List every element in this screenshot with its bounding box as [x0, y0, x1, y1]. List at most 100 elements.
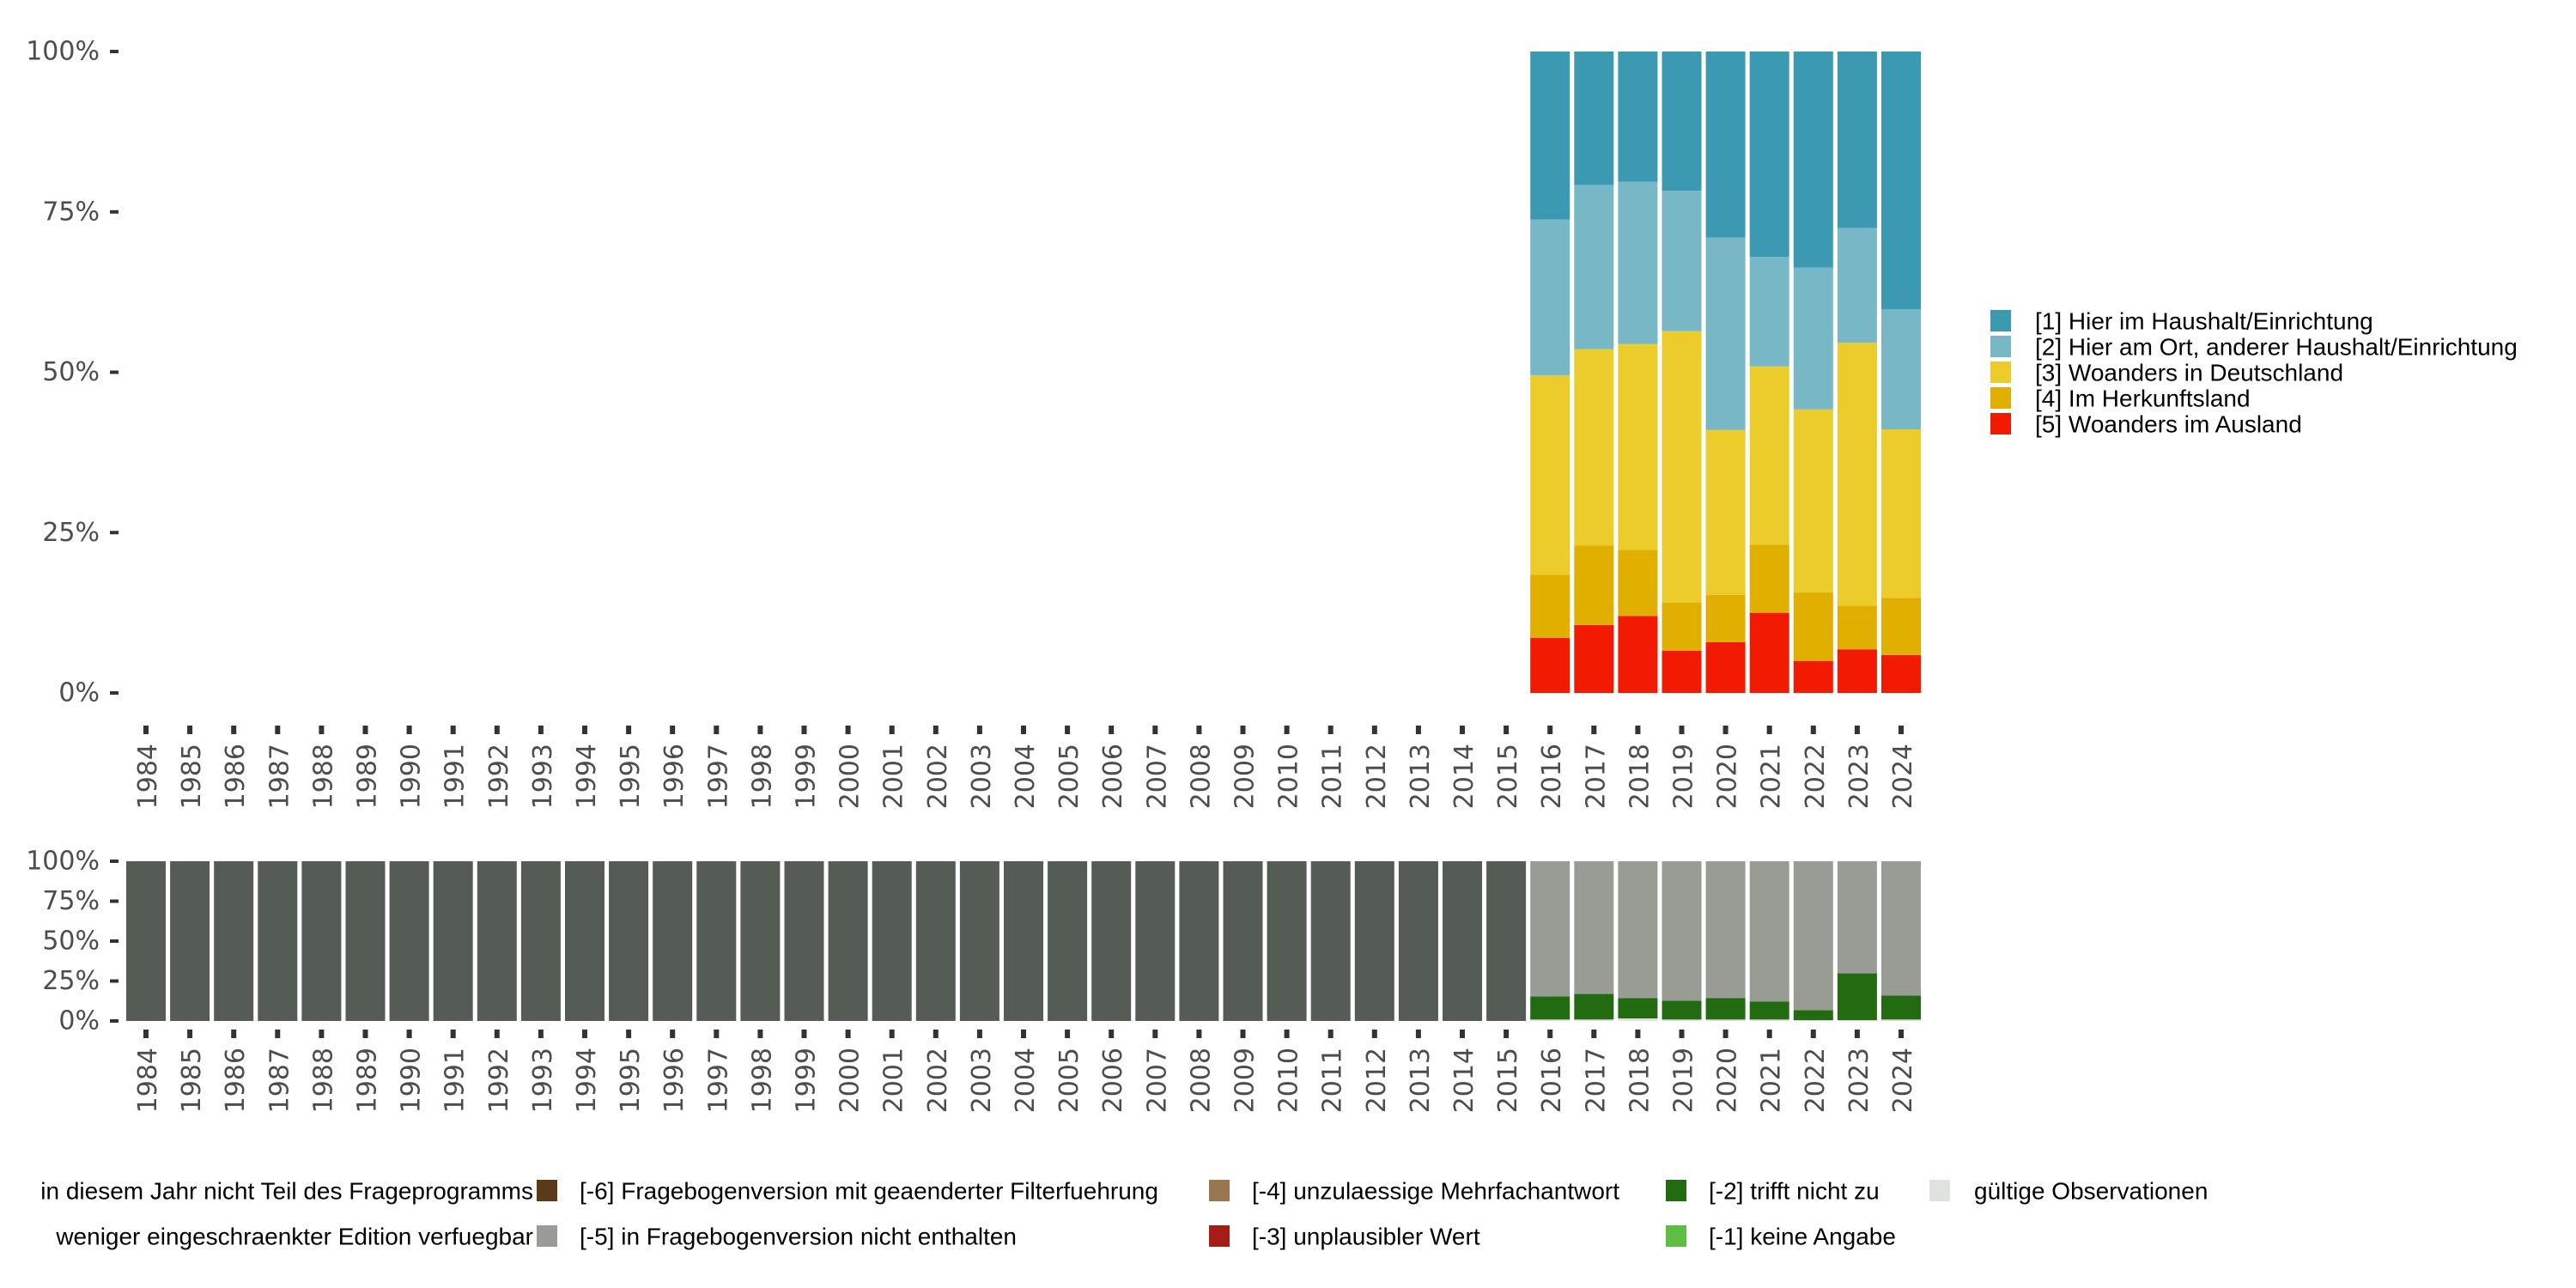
y-tick	[110, 899, 118, 903]
bar-segment	[1530, 861, 1571, 997]
bar-segment	[1705, 52, 1746, 238]
x-tick	[1327, 1030, 1334, 1038]
x-tick-label: 2009	[1230, 1048, 1261, 1113]
bar-segment	[1881, 309, 1921, 429]
y-tick	[110, 50, 118, 53]
y-tick-label: 0%	[58, 678, 100, 708]
bar-segment	[1881, 654, 1921, 693]
bar-segment	[915, 861, 956, 1021]
bar-segment	[1443, 861, 1482, 1021]
bar-segment	[1530, 637, 1571, 693]
bar-segment	[740, 861, 781, 1021]
legend-key	[1990, 310, 2011, 331]
x-tick-label: 2023	[1844, 1048, 1874, 1113]
bar-segment	[1793, 409, 1833, 592]
bar-segment	[1881, 995, 1921, 1020]
x-tick	[1547, 1030, 1553, 1038]
x-tick-label: 2021	[1757, 1048, 1787, 1113]
y-tick-label: 75%	[42, 886, 100, 916]
x-tick	[1371, 1030, 1377, 1038]
x-tick	[757, 1030, 763, 1038]
bar-segment	[653, 861, 693, 1021]
x-tick-label: 2008	[1186, 744, 1216, 809]
legend-key	[1666, 1180, 1686, 1201]
x-tick-label: 2012	[1362, 1048, 1392, 1113]
x-tick	[1152, 1030, 1158, 1038]
x-tick	[1810, 726, 1816, 734]
x-tick	[143, 1030, 149, 1038]
bar-segment	[1705, 861, 1746, 999]
x-tick	[319, 726, 325, 734]
y-tick	[110, 1019, 118, 1023]
x-tick-label: 1995	[616, 744, 646, 809]
x-tick-label: 2018	[1625, 1048, 1655, 1113]
x-tick	[1065, 726, 1071, 734]
bar-segment	[828, 861, 868, 1021]
bar-segment	[1749, 612, 1789, 693]
bar-segment	[258, 861, 298, 1021]
x-tick	[1899, 726, 1904, 734]
y-tick-label: 75%	[42, 197, 100, 227]
legend-key	[1990, 361, 2011, 383]
x-tick-label: 1987	[264, 744, 295, 809]
bar-segment	[1749, 1001, 1789, 1020]
bar-segment	[1662, 1019, 1702, 1021]
bar-segment	[1662, 1000, 1702, 1020]
legend-key	[1209, 1180, 1230, 1201]
bar-segment	[1530, 1019, 1571, 1021]
bar-segment	[1574, 52, 1614, 185]
y-tick	[110, 979, 118, 983]
bar-segment	[1618, 181, 1658, 344]
bar-segment	[1749, 257, 1789, 367]
bar-segment	[1310, 861, 1351, 1021]
bar-segment	[1618, 861, 1658, 999]
bar-segment	[1618, 616, 1658, 693]
x-tick-label: 1985	[177, 744, 207, 809]
bar-segment	[1837, 605, 1877, 650]
y-tick	[110, 531, 118, 535]
bar-segment	[1881, 598, 1921, 655]
x-tick	[582, 1030, 587, 1038]
legend-label: [5] Woanders im Ausland	[2035, 411, 2302, 438]
legend-key	[1666, 1225, 1686, 1247]
legend-label: [-4] unzulaessige Mehrfachantwort	[1252, 1178, 1619, 1205]
x-tick-label: 1991	[440, 1048, 471, 1113]
bar-segment	[1662, 52, 1702, 191]
x-tick	[319, 1030, 325, 1038]
bar-segment	[1530, 375, 1571, 575]
bar-segment	[1398, 861, 1438, 1021]
x-tick	[362, 1030, 368, 1038]
bar-segment	[1530, 574, 1571, 638]
x-tick	[494, 726, 500, 734]
bar-segment	[1705, 429, 1746, 595]
bar-segment	[1881, 1019, 1921, 1021]
legend-label: weniger eingeschraenkter Edition verfueg…	[55, 1224, 533, 1250]
bar-segment	[1662, 602, 1702, 651]
bar-segment	[1837, 228, 1877, 343]
bar-segment	[1486, 861, 1527, 1021]
bar-segment	[1837, 343, 1877, 606]
x-tick-label: 1990	[397, 1048, 427, 1113]
y-tick	[110, 691, 118, 695]
x-tick-label: 1984	[133, 744, 163, 809]
x-tick-label: 2003	[967, 744, 997, 809]
x-tick-label: 1988	[308, 744, 338, 809]
x-tick	[1722, 726, 1728, 734]
x-tick-label: 2001	[879, 744, 909, 809]
x-tick-label: 1997	[703, 744, 733, 809]
bar-segment	[1574, 993, 1614, 1020]
bar-segment	[1048, 861, 1088, 1021]
y-tick	[110, 939, 118, 943]
y-tick-label: 25%	[42, 518, 100, 548]
x-tick-label: 1996	[659, 744, 690, 809]
x-tick-label: 1999	[792, 1048, 822, 1113]
bar-segment	[1618, 1018, 1658, 1021]
bar-segment	[1530, 52, 1571, 220]
bar-segment	[1662, 650, 1702, 693]
bar-segment	[1574, 185, 1614, 349]
bar-segment	[1793, 592, 1833, 661]
x-tick	[187, 1030, 193, 1038]
x-tick-label: 1989	[353, 1048, 383, 1113]
x-tick	[626, 1030, 632, 1038]
x-tick-label: 2004	[1011, 1048, 1041, 1113]
